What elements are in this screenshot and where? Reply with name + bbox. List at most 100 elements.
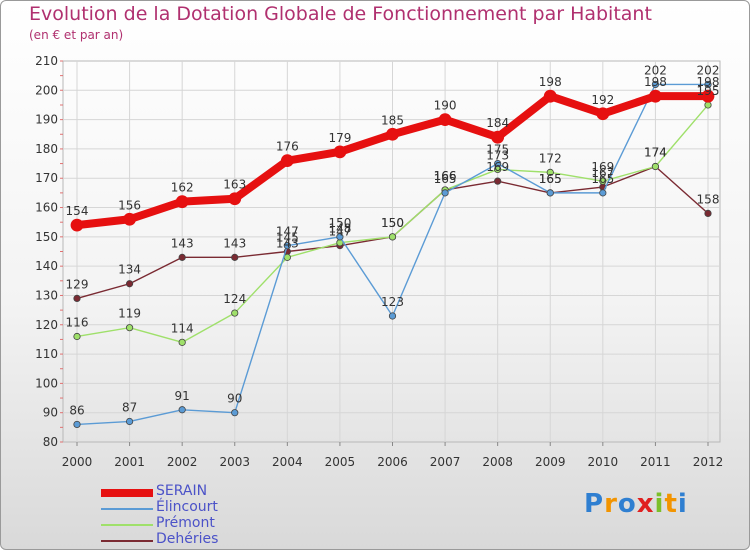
data-point bbox=[125, 280, 134, 288]
data-label: 202 bbox=[644, 63, 667, 77]
data-label: 143 bbox=[223, 236, 246, 250]
data-label: 184 bbox=[486, 116, 509, 130]
y-tick-label: 110 bbox=[35, 347, 58, 361]
logo-letter: i bbox=[654, 489, 665, 519]
legend-label: Dehéries bbox=[156, 531, 219, 547]
data-label: 123 bbox=[381, 295, 404, 309]
data-label: 167 bbox=[591, 166, 614, 180]
data-point bbox=[228, 192, 242, 206]
data-label: 198 bbox=[539, 75, 562, 89]
data-label: 87 bbox=[122, 400, 137, 414]
data-label: 190 bbox=[434, 99, 457, 113]
data-point bbox=[649, 89, 662, 103]
chart-title: Evolution de la Dotation Globale de Fonc… bbox=[29, 3, 652, 25]
data-label: 202 bbox=[697, 63, 720, 77]
data-point bbox=[599, 189, 607, 197]
x-tick-label: 2005 bbox=[325, 455, 356, 469]
data-label: 195 bbox=[697, 84, 720, 98]
x-tick-label: 2000 bbox=[62, 455, 93, 469]
y-tick-label: 170 bbox=[35, 171, 58, 185]
logo-letter: P bbox=[584, 489, 605, 519]
data-label: 169 bbox=[486, 160, 509, 174]
data-point bbox=[596, 107, 610, 121]
data-point bbox=[231, 309, 239, 317]
data-point bbox=[73, 332, 81, 341]
y-tick-label: 180 bbox=[35, 142, 58, 156]
x-tick-label: 2006 bbox=[377, 455, 408, 469]
data-label: 163 bbox=[223, 178, 246, 192]
x-tick-label: 2003 bbox=[219, 455, 250, 469]
data-point bbox=[283, 242, 291, 250]
data-label: 124 bbox=[223, 292, 246, 306]
data-point bbox=[125, 417, 134, 426]
data-label: 150 bbox=[381, 216, 404, 230]
data-point bbox=[388, 233, 397, 241]
data-label: 166 bbox=[434, 169, 457, 183]
data-label: 169 bbox=[591, 160, 614, 174]
data-label: 166 bbox=[434, 169, 457, 183]
y-tick-label: 120 bbox=[35, 318, 58, 332]
data-point bbox=[231, 253, 239, 261]
logo-letter: x bbox=[636, 489, 655, 519]
y-tick-label: 130 bbox=[35, 288, 58, 302]
x-tick-label: 2011 bbox=[640, 455, 671, 469]
data-point bbox=[441, 189, 449, 197]
data-point bbox=[70, 218, 84, 232]
legend-swatch bbox=[101, 489, 153, 497]
y-tick-label: 210 bbox=[35, 54, 58, 68]
y-tick-label: 190 bbox=[35, 113, 58, 127]
data-label: 150 bbox=[381, 216, 404, 230]
x-tick-label: 2009 bbox=[535, 455, 566, 469]
data-label: 192 bbox=[591, 93, 614, 107]
data-point bbox=[494, 177, 502, 185]
data-point bbox=[336, 233, 344, 241]
data-point bbox=[125, 324, 134, 332]
data-label: 147 bbox=[276, 225, 299, 239]
data-label: 175 bbox=[486, 143, 509, 157]
data-label: 134 bbox=[118, 263, 141, 277]
data-point bbox=[701, 89, 715, 103]
data-label: 119 bbox=[118, 307, 141, 321]
y-axis-ticks: 80 90 100 110 120 130 140 150 160 170 180 190 200 210 bbox=[35, 54, 63, 449]
data-point bbox=[280, 154, 294, 168]
data-label: 129 bbox=[66, 277, 89, 291]
y-tick-label: 80 bbox=[43, 435, 58, 449]
data-label: 148 bbox=[328, 222, 351, 236]
x-tick-label: 2012 bbox=[693, 455, 724, 469]
x-tick-label: 2008 bbox=[482, 455, 513, 469]
y-tick-label: 150 bbox=[35, 230, 58, 244]
data-point bbox=[438, 113, 452, 127]
data-point bbox=[333, 145, 347, 159]
y-tick-label: 90 bbox=[43, 406, 58, 420]
data-label: 86 bbox=[69, 403, 84, 417]
data-point bbox=[178, 253, 186, 261]
data-label: 165 bbox=[539, 172, 562, 186]
data-point bbox=[494, 159, 502, 168]
data-point bbox=[543, 89, 557, 103]
data-point bbox=[599, 177, 607, 185]
logo-letter: t bbox=[664, 489, 678, 519]
chart-subtitle: (en € et par an) bbox=[29, 28, 124, 42]
legend-swatch bbox=[101, 524, 153, 526]
proxiti-logo: Proxiti bbox=[584, 489, 688, 519]
data-label: 165 bbox=[434, 172, 457, 186]
legend-swatch bbox=[101, 508, 153, 510]
y-tick-label: 160 bbox=[35, 201, 58, 215]
data-label: 145 bbox=[276, 231, 299, 245]
data-point bbox=[388, 312, 397, 320]
legend-swatch bbox=[101, 540, 153, 542]
x-axis-ticks: 2000 2001 2002 2003 2004 2005 2006 2007 2008 2009… bbox=[62, 442, 724, 469]
data-label: 150 bbox=[328, 216, 351, 230]
data-point bbox=[704, 101, 712, 109]
data-label: 158 bbox=[697, 192, 720, 206]
legend-label: Prémont bbox=[156, 515, 215, 531]
data-label: 179 bbox=[328, 131, 351, 145]
data-label: 162 bbox=[171, 181, 194, 195]
x-tick-label: 2002 bbox=[167, 455, 198, 469]
data-label: 174 bbox=[644, 146, 667, 160]
data-point bbox=[704, 80, 712, 89]
data-point bbox=[123, 212, 136, 226]
data-point bbox=[73, 420, 81, 429]
